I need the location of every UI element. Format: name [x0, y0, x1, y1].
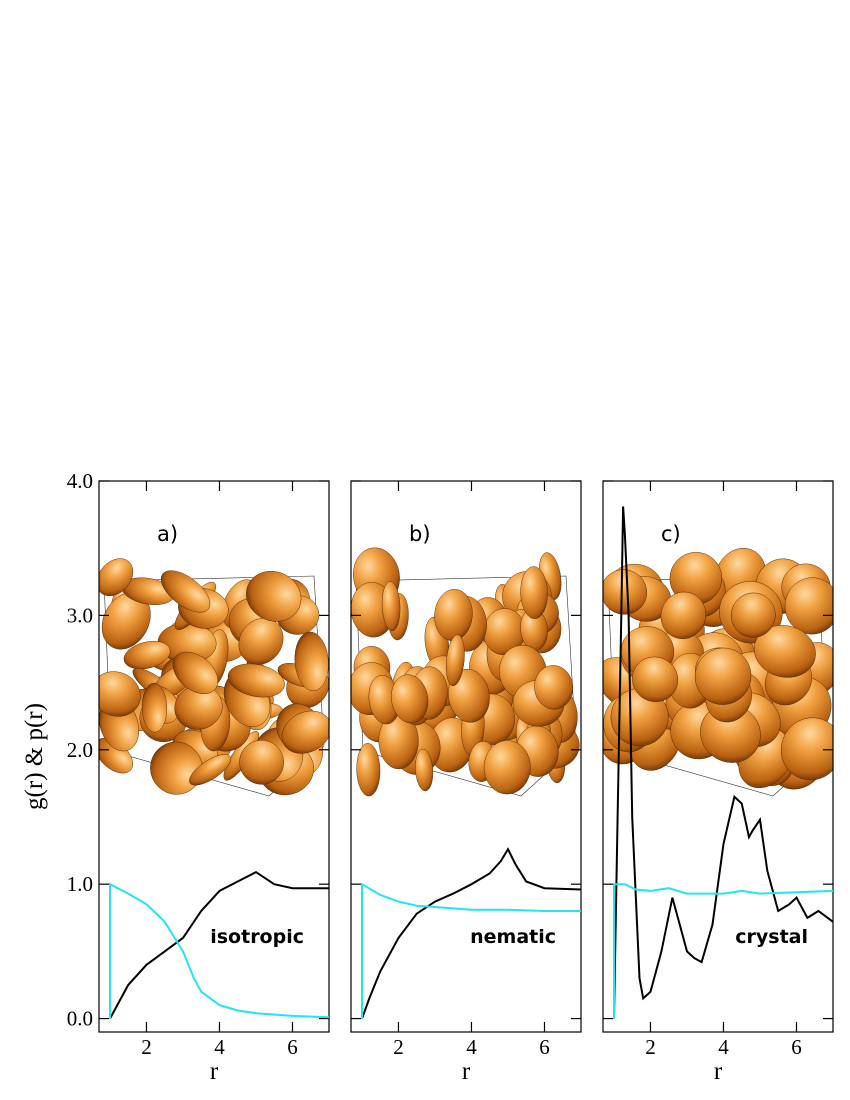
- x-tick-label: 6: [539, 1035, 550, 1059]
- ellipsoid: [520, 566, 548, 619]
- ellipsoid: [445, 634, 465, 687]
- y-tick-label: 4.0: [67, 469, 93, 493]
- line-series: [613, 506, 834, 1019]
- ellipsoid: [603, 569, 648, 615]
- annotation: isotropic: [210, 926, 304, 948]
- y-axis-label: g(r) & p(r): [21, 703, 48, 810]
- ellipsoid-snapshot: [351, 547, 580, 797]
- x-tick-label: 4: [718, 1035, 729, 1059]
- x-axis-label: r: [714, 1058, 723, 1085]
- panel: 0.0 1.0 2.0 3.0 4.0 2 4 6 a) isotropic r g(r) & p(r…: [21, 469, 330, 1085]
- y-tick-label: 0.0: [67, 1007, 93, 1031]
- plot-frame: [98, 480, 330, 1033]
- ellipsoid: [391, 674, 429, 724]
- y-tick-label: 2.0: [67, 738, 93, 762]
- y-tick-label: 3.0: [67, 603, 93, 627]
- line-series: [109, 870, 329, 1020]
- ellipsoid: [141, 682, 168, 733]
- ellipsoid: [239, 739, 284, 785]
- ellipsoid: [415, 748, 434, 792]
- ellipsoid: [694, 647, 752, 705]
- ellipsoid: [753, 625, 816, 678]
- ellipsoid: [172, 651, 219, 695]
- ellipsoid: [99, 671, 141, 717]
- ellipsoid-snapshot: [99, 558, 329, 797]
- panel-label: c): [661, 522, 681, 546]
- ellipsoid: [238, 617, 284, 665]
- x-tick-label: 2: [141, 1035, 152, 1059]
- x-axis-label: r: [210, 1058, 219, 1085]
- x-tick-label: 6: [791, 1035, 802, 1059]
- plot-frame: [602, 480, 834, 1033]
- ellipsoid: [632, 656, 679, 702]
- x-tick-label: 4: [466, 1035, 477, 1059]
- plot-frame: [350, 480, 582, 1033]
- ellipsoid: [294, 631, 329, 692]
- ellipsoid: [660, 591, 707, 639]
- ellipsoid: [227, 663, 285, 698]
- ellipsoid: [123, 640, 171, 670]
- annotation: nematic: [470, 926, 556, 948]
- ellipsoid: [483, 740, 531, 795]
- panel: 2 4 6 c) crystal r: [602, 480, 834, 1085]
- line-series: [613, 883, 834, 1019]
- ellipsoid: [780, 717, 833, 781]
- x-axis-label: r: [462, 1058, 471, 1085]
- x-tick-label: 4: [214, 1035, 225, 1059]
- ellipsoid: [534, 665, 574, 710]
- ellipsoid: [356, 743, 381, 797]
- x-tick-label: 6: [287, 1035, 298, 1059]
- line-series: [361, 847, 582, 1019]
- ellipsoid: [784, 577, 833, 635]
- line-series: [109, 882, 330, 1019]
- ellipsoid: [99, 558, 134, 597]
- ellipsoid: [189, 754, 232, 786]
- ellipsoid: [730, 592, 776, 638]
- ellipsoid: [281, 710, 329, 754]
- ellipsoid: [160, 570, 211, 613]
- annotation: crystal: [735, 926, 808, 948]
- line-series: [361, 882, 581, 1019]
- ellipsoid: [381, 581, 401, 632]
- y-tick-label: 1.0: [67, 872, 93, 896]
- x-tick-label: 2: [393, 1035, 404, 1059]
- panel: 2 4 6 b) nematic r: [350, 480, 582, 1085]
- panel-label: b): [409, 522, 431, 546]
- panel-label: a): [157, 522, 178, 546]
- ellipsoid: [448, 668, 490, 723]
- x-tick-label: 2: [645, 1035, 656, 1059]
- ellipsoid: [246, 570, 302, 622]
